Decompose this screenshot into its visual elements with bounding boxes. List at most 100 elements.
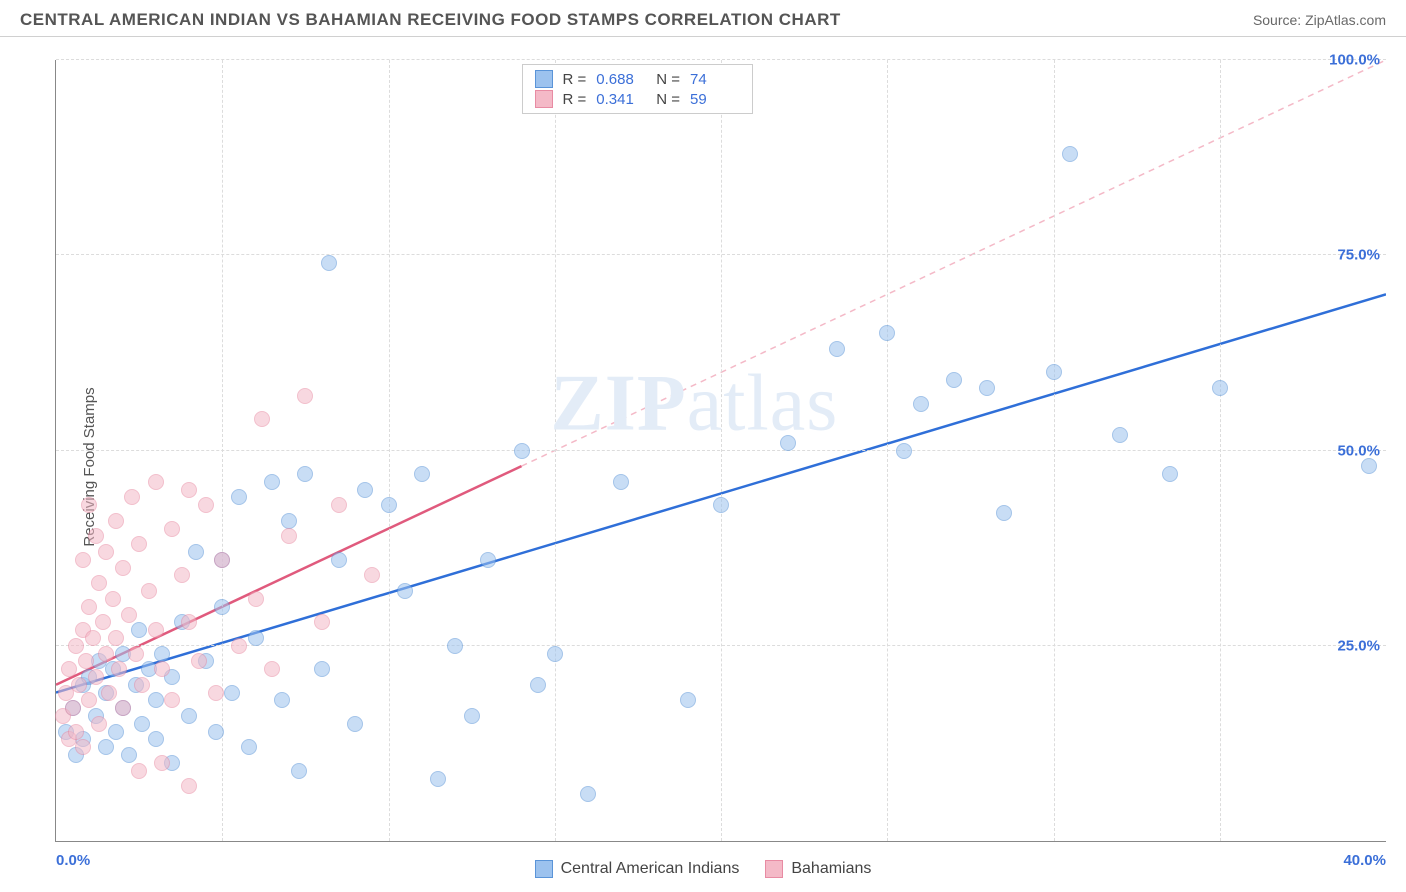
swatch-cai [535, 860, 553, 878]
data-point-bah [131, 763, 147, 779]
data-point-bah [85, 630, 101, 646]
data-point-bah [364, 567, 380, 583]
data-point-bah [81, 599, 97, 615]
data-point-cai [98, 739, 114, 755]
data-point-bah [88, 528, 104, 544]
data-point-bah [264, 661, 280, 677]
chart-title: CENTRAL AMERICAN INDIAN VS BAHAMIAN RECE… [20, 10, 841, 30]
data-point-cai [274, 692, 290, 708]
data-point-cai [414, 466, 430, 482]
data-point-cai [154, 646, 170, 662]
data-point-cai [447, 638, 463, 654]
legend-item-bah: Bahamians [765, 860, 871, 878]
data-point-cai [896, 443, 912, 459]
data-point-bah [181, 482, 197, 498]
r-value-cai: 0.688 [596, 71, 646, 88]
data-point-bah [174, 567, 190, 583]
data-point-bah [91, 575, 107, 591]
data-point-bah [208, 685, 224, 701]
header: CENTRAL AMERICAN INDIAN VS BAHAMIAN RECE… [0, 0, 1406, 37]
data-point-bah [105, 591, 121, 607]
data-point-cai [829, 341, 845, 357]
series-legend: Central American Indians Bahamians [0, 860, 1406, 878]
legend-row-bah: R = 0.341 N = 59 [535, 89, 741, 109]
data-point-bah [181, 614, 197, 630]
y-tick-label: 25.0% [1337, 637, 1380, 654]
data-point-bah [75, 739, 91, 755]
data-point-cai [1361, 458, 1377, 474]
data-point-bah [81, 497, 97, 513]
data-point-bah [164, 521, 180, 537]
data-point-cai [979, 380, 995, 396]
data-point-bah [231, 638, 247, 654]
data-point-cai [108, 724, 124, 740]
watermark: ZIPatlas [550, 358, 838, 449]
data-point-bah [154, 755, 170, 771]
data-point-cai [214, 599, 230, 615]
data-point-bah [191, 653, 207, 669]
data-point-bah [115, 560, 131, 576]
data-point-bah [254, 411, 270, 427]
legend-item-cai: Central American Indians [535, 860, 740, 878]
data-point-cai [264, 474, 280, 490]
legend-label-cai: Central American Indians [561, 860, 740, 878]
data-point-cai [996, 505, 1012, 521]
data-point-bah [81, 692, 97, 708]
data-point-cai [208, 724, 224, 740]
data-point-bah [88, 669, 104, 685]
n-label: N = [656, 91, 680, 108]
r-value-bah: 0.341 [596, 91, 646, 108]
data-point-cai [1112, 427, 1128, 443]
chart-area: Receiving Food Stamps ZIPatlas R = 0.688… [0, 42, 1406, 892]
data-point-cai [879, 325, 895, 341]
correlation-legend: R = 0.688 N = 74 R = 0.341 N = 59 [522, 64, 754, 114]
data-point-cai [1212, 380, 1228, 396]
y-tick-label: 75.0% [1337, 247, 1380, 264]
data-point-cai [314, 661, 330, 677]
r-label: R = [563, 91, 587, 108]
data-point-bah [314, 614, 330, 630]
data-point-bah [78, 653, 94, 669]
data-point-cai [580, 786, 596, 802]
data-point-bah [111, 661, 127, 677]
data-point-bah [68, 724, 84, 740]
data-point-bah [108, 630, 124, 646]
n-value-cai: 74 [690, 71, 740, 88]
data-point-cai [148, 731, 164, 747]
data-point-bah [248, 591, 264, 607]
data-point-cai [381, 497, 397, 513]
data-point-cai [514, 443, 530, 459]
data-point-bah [297, 388, 313, 404]
swatch-cai [535, 70, 553, 88]
data-point-cai [321, 255, 337, 271]
watermark-zip: ZIP [550, 359, 686, 447]
swatch-bah [765, 860, 783, 878]
data-point-cai [231, 489, 247, 505]
data-point-cai [297, 466, 313, 482]
data-point-bah [98, 646, 114, 662]
data-point-bah [148, 474, 164, 490]
data-point-cai [357, 482, 373, 498]
data-point-bah [101, 685, 117, 701]
data-point-bah [131, 536, 147, 552]
data-point-cai [547, 646, 563, 662]
data-point-bah [164, 692, 180, 708]
data-point-bah [75, 552, 91, 568]
data-point-cai [530, 677, 546, 693]
data-point-cai [713, 497, 729, 513]
data-point-bah [134, 677, 150, 693]
data-point-cai [347, 716, 363, 732]
data-point-bah [148, 622, 164, 638]
plot-region: ZIPatlas R = 0.688 N = 74 R = 0.341 N = … [55, 60, 1386, 842]
data-point-cai [241, 739, 257, 755]
data-point-bah [198, 497, 214, 513]
data-point-bah [68, 638, 84, 654]
data-point-bah [61, 661, 77, 677]
data-point-bah [98, 544, 114, 560]
data-point-bah [95, 614, 111, 630]
data-point-bah [71, 677, 87, 693]
source-link[interactable]: ZipAtlas.com [1305, 12, 1386, 28]
swatch-bah [535, 90, 553, 108]
gridline-v [389, 60, 390, 841]
data-point-cai [680, 692, 696, 708]
